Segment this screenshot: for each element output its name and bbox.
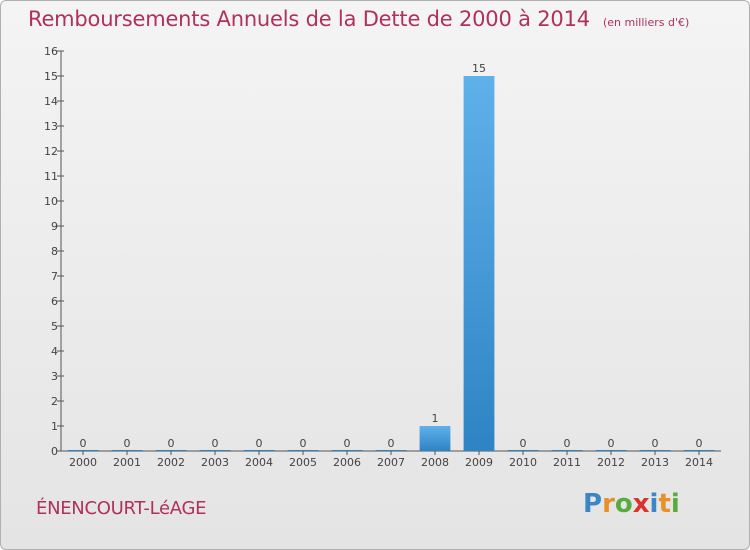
bar (507, 450, 539, 451)
y-tick-label: 12 (44, 145, 58, 158)
bar (463, 76, 495, 451)
x-tick-label: 2011 (553, 456, 581, 469)
logo-letter: t (658, 489, 671, 519)
y-tick-label: 7 (51, 270, 58, 283)
bar-value-label: 0 (80, 437, 87, 450)
y-tick-label: 11 (44, 170, 58, 183)
bar-value-label: 0 (212, 437, 219, 450)
x-tick-label: 2004 (245, 456, 273, 469)
y-tick-label: 9 (51, 220, 58, 233)
bar-value-label: 0 (124, 437, 131, 450)
logo-letter: r (602, 489, 615, 519)
x-tick-label: 2009 (465, 456, 493, 469)
x-tick-label: 2007 (377, 456, 405, 469)
y-tick-label: 15 (44, 70, 58, 83)
y-tick-label: 1 (51, 420, 58, 433)
bar-value-label: 1 (432, 412, 439, 425)
x-tick-label: 2010 (509, 456, 537, 469)
bar-value-label: 0 (564, 437, 571, 450)
chart-title: Remboursements Annuels de la Dette de 20… (28, 7, 590, 31)
bar (111, 450, 143, 451)
y-tick-label: 6 (51, 295, 58, 308)
y-tick-label: 4 (51, 345, 58, 358)
y-tick-label: 10 (44, 195, 58, 208)
y-tick-label: 0 (51, 445, 58, 458)
bar (287, 450, 319, 451)
y-tick-label: 13 (44, 120, 58, 133)
bar (155, 450, 187, 451)
x-tick-label: 2014 (685, 456, 713, 469)
logo-letter: i (649, 489, 659, 519)
bar-value-label: 0 (344, 437, 351, 450)
x-tick-label: 2012 (597, 456, 625, 469)
bar-value-label: 0 (696, 437, 703, 450)
bar (199, 450, 231, 451)
proxiti-logo: Proxiti (583, 489, 680, 519)
logo-letter: i (670, 489, 680, 519)
y-tick-label: 16 (44, 45, 58, 58)
bar (551, 450, 583, 451)
bar (375, 450, 407, 451)
bar-value-label: 0 (652, 437, 659, 450)
bar-value-label: 0 (388, 437, 395, 450)
x-tick-label: 2000 (69, 456, 97, 469)
y-tick-label: 3 (51, 370, 58, 383)
bar (67, 450, 99, 451)
bar (331, 450, 363, 451)
x-tick-label: 2002 (157, 456, 185, 469)
bar (639, 450, 671, 451)
chart-subtitle: (en milliers d'€) (603, 16, 690, 29)
y-tick-label: 5 (51, 320, 58, 333)
y-tick-label: 14 (44, 95, 58, 108)
bar (419, 426, 451, 451)
x-tick-label: 2006 (333, 456, 361, 469)
bar-value-label: 0 (300, 437, 307, 450)
x-tick-label: 2013 (641, 456, 669, 469)
bar (595, 450, 627, 451)
bar (683, 450, 715, 451)
bar-value-label: 15 (472, 62, 486, 75)
y-tick-label: 8 (51, 245, 58, 258)
bar-value-label: 0 (256, 437, 263, 450)
title-row: Remboursements Annuels de la Dette de 20… (28, 7, 689, 31)
x-tick-label: 2003 (201, 456, 229, 469)
x-tick-label: 2001 (113, 456, 141, 469)
bar (243, 450, 275, 451)
logo-letter: o (614, 489, 633, 519)
commune-name: ÉNENCOURT-LéAGE (36, 498, 207, 519)
x-tick-label: 2005 (289, 456, 317, 469)
y-tick-label: 2 (51, 395, 58, 408)
bar-value-label: 0 (520, 437, 527, 450)
bar-value-label: 0 (168, 437, 175, 450)
x-tick-label: 2008 (421, 456, 449, 469)
logo-letter: P (583, 489, 603, 519)
logo-letter: x (632, 489, 650, 519)
bar-value-label: 0 (608, 437, 615, 450)
